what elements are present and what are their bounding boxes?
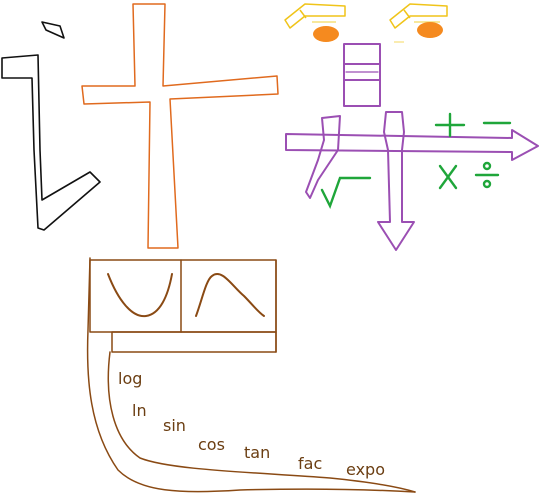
orange-blob-right [417,22,443,38]
orange-cross [81,3,279,249]
divide-dot-bottom [482,179,492,189]
purple-top-box [343,43,381,107]
purple-horizontal-arrow [285,129,539,161]
function-label-fac: fac [298,454,322,473]
brown-outer-swoosh [86,257,416,493]
orange-blob-left [313,26,339,42]
pencil-right-body [389,3,448,29]
pencil-right-line [403,9,411,19]
black-radical [1,21,101,231]
yellow-pencil-right [389,3,448,29]
purple-down-arrow [377,111,415,251]
function-label-cos: cos [198,435,225,454]
green-operators [320,112,512,210]
pencil-left-line [299,9,307,19]
purple-left-hook [305,115,341,199]
black-hook-shape [1,54,101,231]
brown-calculator-panel [86,257,416,493]
brown-inner-swoosh [107,351,416,493]
function-label-ln: ln [132,401,147,420]
pencil-left-body [284,3,346,29]
yellow-pencil-left [284,3,346,29]
parabola-up-curve [107,273,173,318]
sqrt-sign [320,176,372,210]
orange-cross-shape [81,3,279,249]
times-line-2 [438,164,458,190]
function-label-expo: expo [346,460,385,479]
divide-dot-top [482,161,492,171]
purple-structure [285,43,539,251]
function-label-sin: sin [163,416,186,435]
function-labels: log ln sin cos tan fac expo [118,369,385,479]
black-dot-shape [41,21,65,39]
display-bar [111,331,277,353]
parabola-down-curve [195,273,265,317]
function-label-log: log [118,369,142,388]
function-label-tan: tan [244,443,270,462]
